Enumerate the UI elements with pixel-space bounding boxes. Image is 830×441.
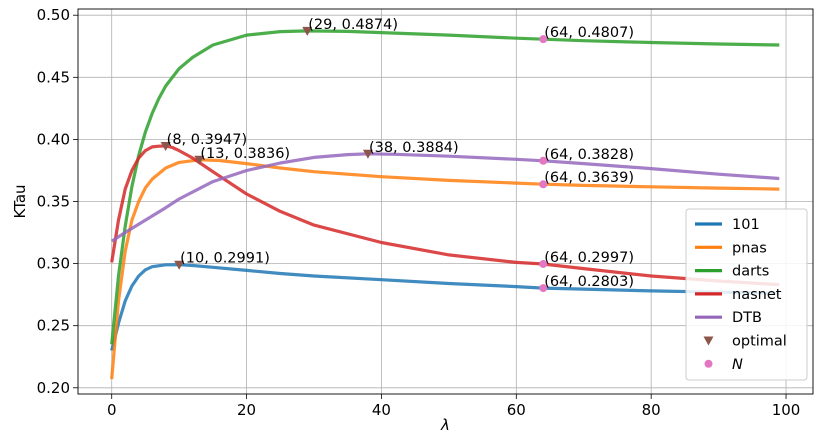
legend-label: N [732,357,743,373]
n-annotation: (64, 0.3639) [544,170,634,186]
x-tick-label: 20 [237,401,256,419]
optimal-marker [302,26,313,36]
y-tick-label: 0.35 [37,193,70,211]
n-marker [539,156,548,165]
legend-label: pnas [732,240,767,256]
legend-label: optimal [732,334,787,350]
n-annotation: (64, 0.4807) [544,25,634,41]
legend: 101 pnas darts nasnet DTB optimal N [685,208,808,381]
legend-swatch-n [704,359,713,368]
n-marker [539,259,548,268]
x-axis-label: λ [440,416,450,434]
legend-box [685,208,808,381]
x-tick-label: 100 [772,401,801,419]
y-tick-label: 0.45 [37,68,70,86]
annotations: (10, 0.2991) (13, 0.3836) (29, 0.4874) (8, … [167,17,634,290]
grid-lines [78,9,813,394]
legend-label: nasnet [732,287,782,303]
series-line-101 [110,263,780,351]
legend-label: DTB [732,310,762,326]
x-tick-label: 40 [372,401,391,419]
y-axis-label: KTau [11,184,29,218]
legend-swatch-optimal [703,336,714,346]
y-tick-label: 0.30 [37,255,70,273]
optimal-annotation: (38, 0.3884) [369,140,459,156]
n-marker [539,284,548,293]
y-tick-label: 0.40 [37,130,70,148]
series-line-nasnet [110,144,780,287]
y-axis: 0.20 0.25 0.30 0.35 0.40 0.45 0.50 [37,6,78,397]
series-line-dtb [110,152,780,243]
optimal-annotation: (8, 0.3947) [167,132,248,148]
optimal-marker [160,141,171,151]
x-axis: 0 20 40 60 80 100 [107,394,800,419]
n-annotation: (64, 0.2997) [544,250,634,266]
markers [160,26,548,293]
legend-label: darts [732,264,769,280]
series-line-pnas [110,158,780,380]
optimal-annotation: (10, 0.2991) [180,251,270,267]
y-tick-label: 0.50 [37,6,70,24]
optimal-annotation: (29, 0.4874) [308,17,398,33]
optimal-marker [362,149,373,159]
n-marker [539,35,548,44]
n-marker [539,180,548,189]
x-tick-label: 60 [507,401,526,419]
series-lines [110,29,780,380]
n-annotation: (64, 0.2803) [544,274,634,290]
optimal-marker [174,260,185,270]
y-tick-label: 0.25 [37,317,70,335]
optimal-annotation: (13, 0.3836) [200,146,290,162]
optimal-marker [194,155,205,165]
n-annotation: (64, 0.3828) [544,147,634,163]
x-tick-label: 0 [107,401,117,419]
x-tick-label: 80 [642,401,661,419]
legend-label: 101 [732,217,760,233]
y-tick-label: 0.20 [37,379,70,397]
